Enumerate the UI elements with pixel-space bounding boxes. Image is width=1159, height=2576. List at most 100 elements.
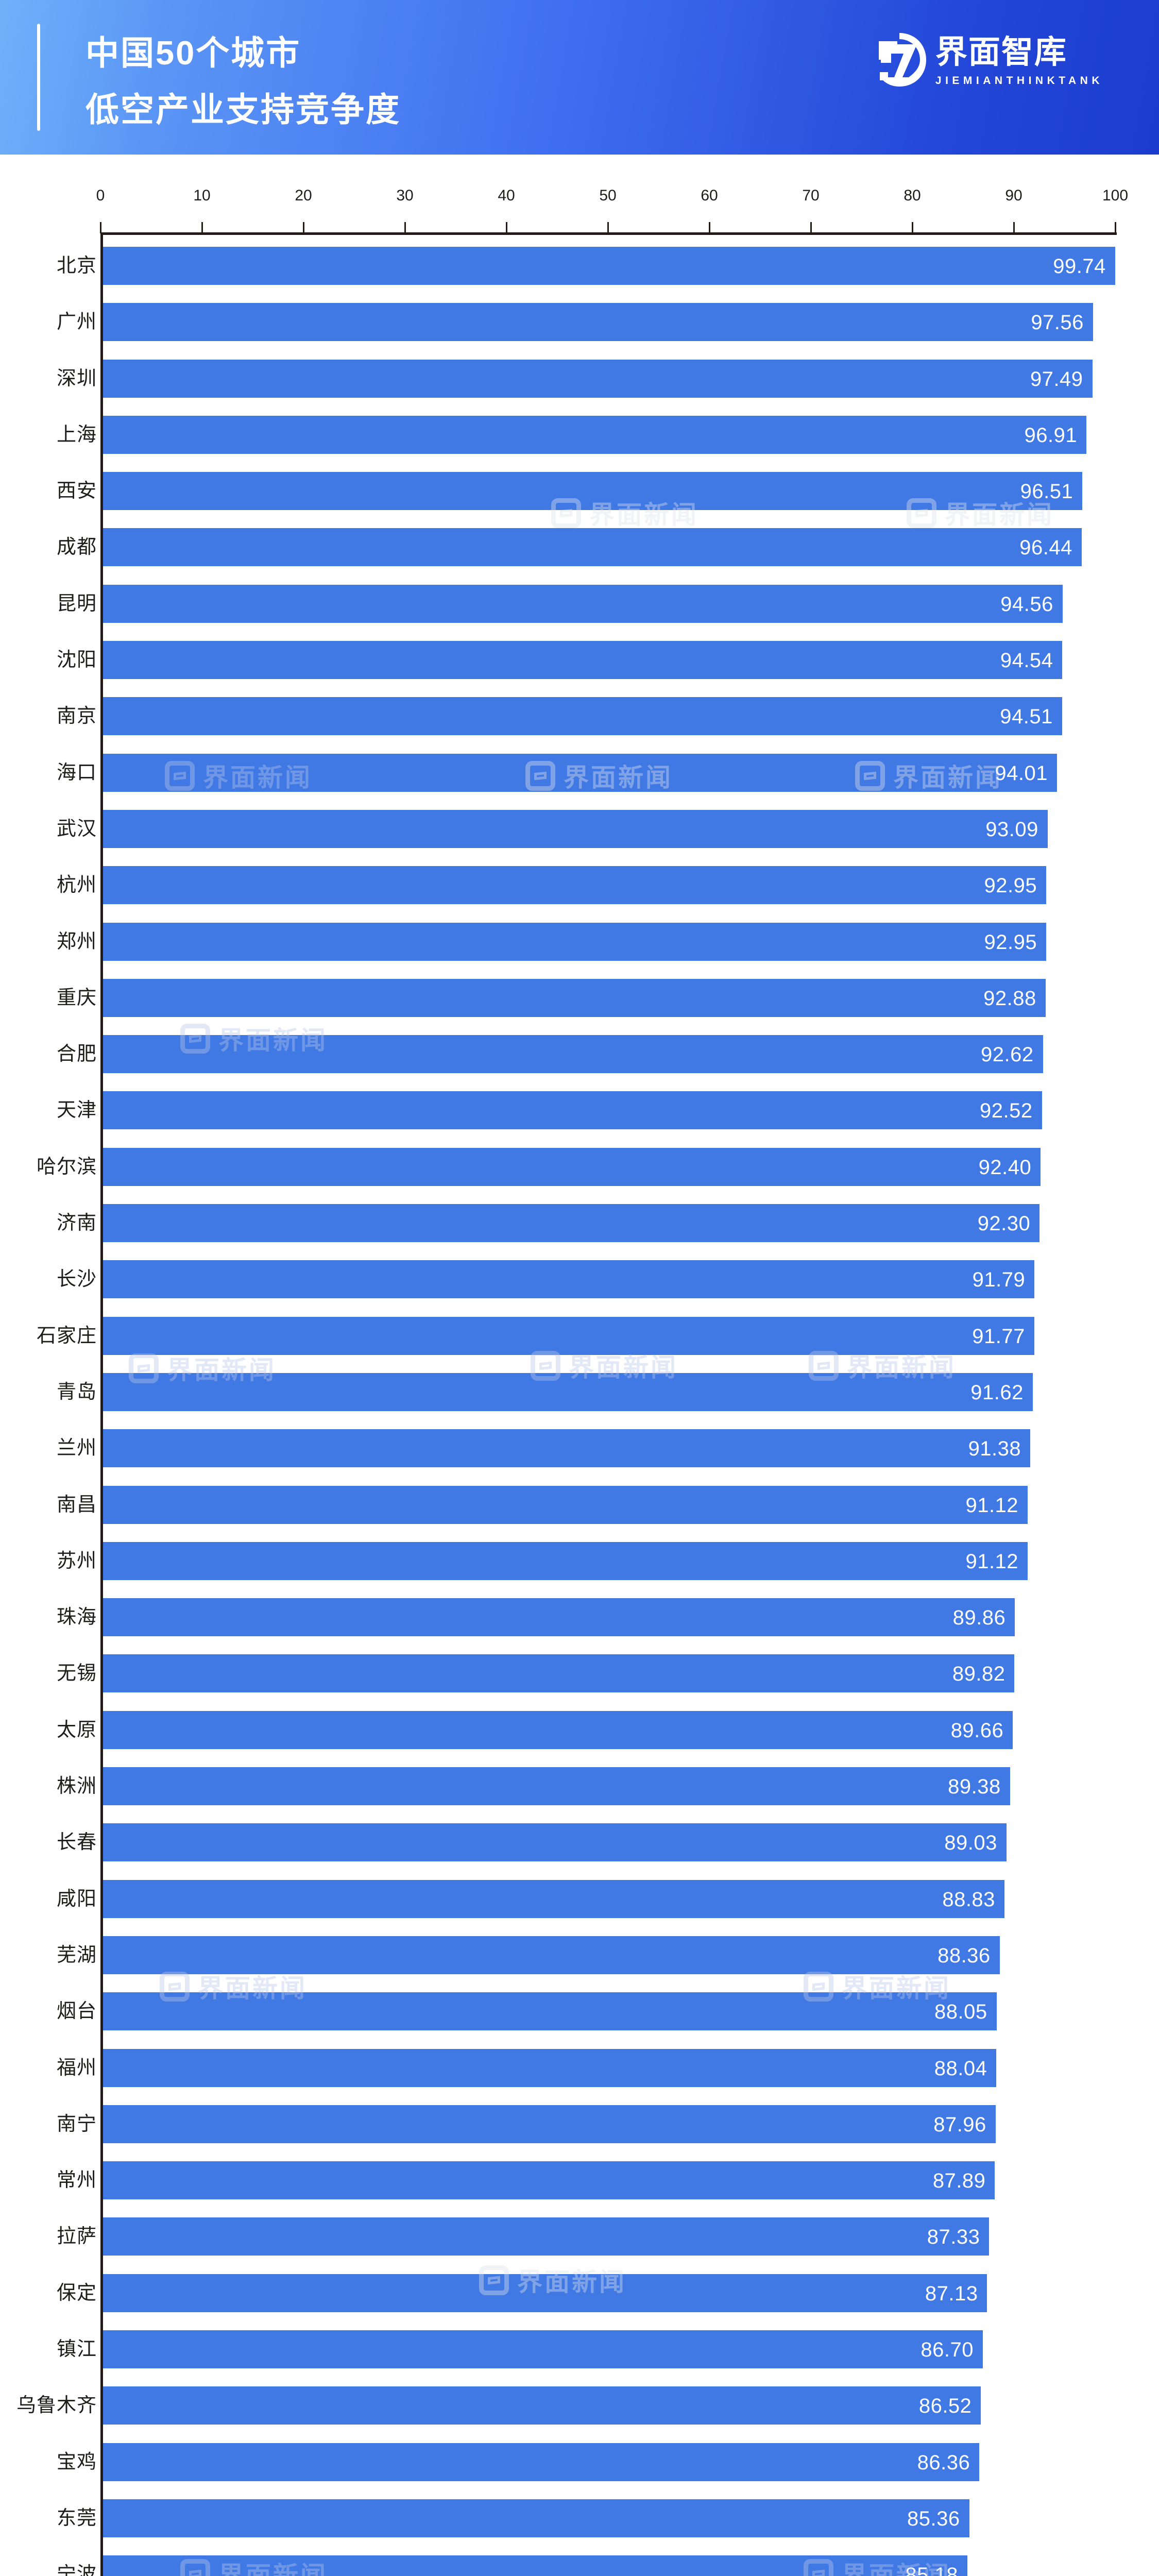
bar-row: 成都 96.44 <box>0 519 1159 575</box>
category-label: 常州 <box>56 2170 97 2192</box>
category-label: 北京 <box>56 255 97 277</box>
bar-value-label: 86.70 <box>921 2338 974 2361</box>
bar-row: 苏州 91.12 <box>0 1533 1159 1589</box>
category-label: 兰州 <box>56 1437 97 1460</box>
bar-value-label: 91.38 <box>968 1437 1021 1461</box>
bar-value-label: 92.62 <box>981 1043 1034 1066</box>
bar-row: 咸阳 88.83 <box>0 1871 1159 1927</box>
bar: 85.36 <box>103 2499 969 2537</box>
bar-value-label: 85.18 <box>905 2564 959 2576</box>
bar: 92.95 <box>103 922 1047 961</box>
category-label: 广州 <box>56 311 97 333</box>
bar-row: 拉萨 87.33 <box>0 2209 1159 2265</box>
bar-value-label: 86.52 <box>918 2395 972 2418</box>
bar: 89.86 <box>103 1598 1015 1637</box>
bar: 99.74 <box>103 247 1115 285</box>
category-label: 无锡 <box>56 1663 97 1685</box>
bar-row: 南京 94.51 <box>0 688 1159 744</box>
bar: 94.54 <box>103 641 1063 680</box>
bar: 97.49 <box>103 359 1093 398</box>
title-line-2: 低空产业支持竞争度 <box>86 91 401 128</box>
bar-row: 兰州 91.38 <box>0 1420 1159 1477</box>
x-axis-tick-label: 90 <box>1005 187 1022 204</box>
bar-value-label: 87.96 <box>933 2113 986 2136</box>
bar-value-label: 91.77 <box>972 1325 1025 1348</box>
category-label: 苏州 <box>56 1550 97 1572</box>
x-axis-tick <box>810 222 812 233</box>
bar-value-label: 88.05 <box>934 2001 987 2024</box>
bar-row: 太原 89.66 <box>0 1702 1159 1758</box>
category-label: 保定 <box>56 2282 97 2304</box>
bar-row: 沈阳 94.54 <box>0 632 1159 688</box>
bar-value-label: 94.01 <box>995 761 1048 785</box>
bar-value-label: 91.79 <box>972 1268 1026 1292</box>
category-label: 镇江 <box>56 2338 97 2360</box>
bar: 87.96 <box>103 2105 996 2143</box>
bar-value-label: 96.44 <box>1019 536 1072 560</box>
bar: 92.30 <box>103 1204 1040 1243</box>
category-label: 长春 <box>56 1832 97 1854</box>
bar-value-label: 91.62 <box>970 1381 1024 1404</box>
bar-row: 西安 96.51 <box>0 463 1159 519</box>
bar-value-label: 94.54 <box>1000 649 1053 672</box>
bar-value-label: 89.66 <box>950 1719 1004 1742</box>
category-label: 宝鸡 <box>56 2451 97 2473</box>
brand-text-block: 界面智库 JIEMIANTHINKTANK <box>935 31 1103 89</box>
category-label: 长沙 <box>56 1268 97 1291</box>
category-label: 沈阳 <box>56 649 97 671</box>
bar-row: 长春 89.03 <box>0 1815 1159 1871</box>
bar-row: 珠海 89.86 <box>0 1589 1159 1646</box>
bar-row: 昆明 94.56 <box>0 576 1159 632</box>
bar-row: 哈尔滨 92.40 <box>0 1139 1159 1195</box>
bar-value-label: 89.82 <box>952 1663 1005 1686</box>
bar-value-label: 89.38 <box>948 1775 1001 1799</box>
x-axis-tick <box>912 222 913 233</box>
bar-value-label: 97.49 <box>1030 367 1083 391</box>
category-label: 株洲 <box>56 1775 97 1798</box>
bar: 94.01 <box>103 753 1057 792</box>
x-axis-tick <box>201 222 203 233</box>
x-axis-line <box>100 232 1117 235</box>
category-label: 重庆 <box>56 987 97 1009</box>
bar-row: 乌鲁木齐 86.52 <box>0 2378 1159 2434</box>
category-label: 福州 <box>56 2057 97 2079</box>
bar: 96.51 <box>103 472 1083 511</box>
x-axis-tick-label: 10 <box>193 187 211 204</box>
bar-row: 青岛 91.62 <box>0 1364 1159 1420</box>
bar-row: 合肥 92.62 <box>0 1026 1159 1082</box>
bar-row: 东莞 85.36 <box>0 2490 1159 2547</box>
bar: 96.44 <box>103 528 1082 567</box>
bar-value-label: 92.52 <box>980 1099 1033 1123</box>
bar-value-label: 88.04 <box>934 2057 987 2080</box>
bar-value-label: 94.56 <box>1000 592 1053 616</box>
bar-row: 芜湖 88.36 <box>0 1927 1159 1984</box>
bar-value-label: 96.91 <box>1024 423 1078 447</box>
bar: 92.52 <box>103 1091 1042 1130</box>
category-label: 成都 <box>56 536 97 558</box>
bar-value-label: 89.03 <box>944 1832 997 1855</box>
bar-value-label: 99.74 <box>1053 255 1106 278</box>
bar-row: 武汉 93.09 <box>0 801 1159 857</box>
x-axis-tick <box>607 222 609 233</box>
category-label: 石家庄 <box>36 1325 97 1347</box>
bar-value-label: 88.83 <box>942 1888 995 1911</box>
bar-row: 长沙 91.79 <box>0 1251 1159 1308</box>
jiemian-logo-icon <box>878 33 926 87</box>
x-axis-tick-label: 0 <box>96 187 105 204</box>
category-label: 烟台 <box>56 2001 97 2023</box>
bar-row: 南昌 91.12 <box>0 1477 1159 1533</box>
bar: 91.62 <box>103 1372 1033 1411</box>
category-label: 武汉 <box>56 818 97 840</box>
bar: 86.36 <box>103 2443 980 2481</box>
bar-row: 保定 87.13 <box>0 2265 1159 2321</box>
bar-row: 烟台 88.05 <box>0 1984 1159 2040</box>
category-label: 哈尔滨 <box>36 1156 97 1178</box>
brand-name-en: JIEMIANTHINKTANK <box>935 75 1103 87</box>
header-accent-rule <box>37 24 40 131</box>
bar-value-label: 96.51 <box>1020 480 1073 503</box>
bar-value-label: 92.30 <box>977 1212 1031 1235</box>
bar: 91.77 <box>103 1316 1034 1355</box>
x-axis-tick <box>100 222 101 233</box>
bar: 89.66 <box>103 1710 1013 1749</box>
